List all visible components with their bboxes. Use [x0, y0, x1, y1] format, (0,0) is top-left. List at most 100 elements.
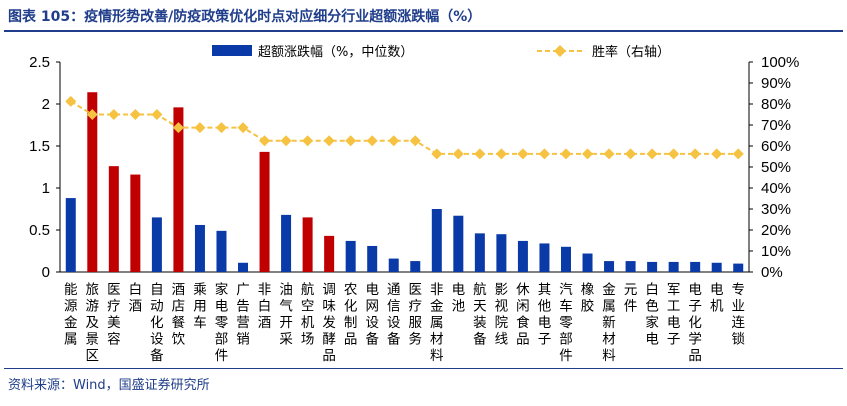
bar [388, 258, 399, 272]
x-tick-char: 业 [731, 299, 745, 315]
x-tick-char: 零 [215, 315, 229, 331]
win-rate-point [172, 122, 184, 134]
y-right-tick-label: 50% [761, 159, 791, 176]
win-rate-point [538, 148, 550, 160]
x-tick-char: 汽 [559, 282, 573, 298]
x-tick-char: 旅 [86, 282, 100, 298]
x-tick-char: 件 [215, 348, 229, 364]
x-tick-char: 酒 [129, 299, 143, 315]
x-tick-char: 家 [645, 314, 659, 331]
bar [711, 262, 722, 272]
x-tick-char: 店 [172, 299, 186, 315]
x-tick-char: 饮 [172, 332, 186, 348]
x-tick-char: 闲 [516, 299, 530, 315]
x-tick-char: 金 [602, 282, 616, 298]
x-tick-char: 开 [279, 315, 293, 331]
bar [324, 235, 335, 272]
x-tick-char: 气 [279, 299, 293, 315]
bar [517, 240, 528, 272]
x-tick-char: 疗 [409, 299, 423, 315]
x-tick-char: 疗 [107, 299, 121, 315]
x-tick-char: 备 [473, 331, 487, 348]
bar [410, 261, 421, 272]
x-tick-char: 属 [602, 299, 616, 315]
bar [582, 253, 593, 272]
win-rate-point [129, 109, 141, 120]
bar [560, 246, 571, 272]
legend-line-label: 胜率（右轴） [592, 44, 670, 60]
win-rate-point [65, 95, 77, 107]
x-tick-char: 及 [86, 315, 100, 331]
x-tick-char: 游 [86, 299, 100, 315]
x-tick-char: 元 [624, 282, 638, 298]
x-tick-char: 营 [236, 315, 250, 331]
bar [474, 233, 485, 272]
bar [647, 261, 658, 272]
x-tick-char: 子 [538, 332, 552, 348]
x-tick-char: 景 [86, 332, 100, 348]
x-tick-char: 件 [559, 348, 573, 364]
x-tick-char: 航 [301, 282, 315, 298]
x-tick-char: 农 [344, 282, 358, 298]
x-tick-char: 品 [322, 348, 336, 364]
x-tick-char: 品 [344, 332, 358, 348]
bar [259, 151, 270, 272]
win-rate-point [237, 122, 249, 134]
x-tick-char: 材 [430, 332, 444, 348]
x-tick-char: 装 [473, 315, 487, 331]
bar [345, 240, 356, 272]
x-tick-char: 子 [667, 332, 681, 348]
x-tick-char: 机 [301, 315, 315, 331]
bar-series [65, 92, 744, 273]
x-tick-char: 酒 [258, 315, 272, 331]
win-rate-point [517, 148, 529, 160]
x-tick-label: 非白酒 [258, 282, 272, 331]
win-rate-point [259, 135, 271, 147]
x-tick-char: 电 [667, 315, 681, 331]
x-tick-char: 容 [107, 331, 121, 348]
win-rate-point [560, 148, 572, 160]
bar [431, 209, 442, 272]
title-rule [4, 30, 843, 32]
x-tick-char: 非 [430, 282, 444, 298]
win-rate-point [345, 135, 357, 147]
x-tick-char: 专 [731, 282, 745, 298]
chart-axes: 0 0.5 1 1.5 2 2.5 0% 10% 20% 30% 40% 50% 60% 70% 80% 90… [29, 54, 799, 281]
x-tick-char: 连 [731, 315, 745, 331]
source-note: 资料来源：Wind，国盛证券研究所 [8, 378, 210, 393]
x-tick-char: 医 [107, 282, 121, 298]
x-tick-char: 化 [688, 315, 702, 331]
bar [668, 261, 679, 272]
y-left-tick-label: 0.5 [29, 222, 50, 239]
x-tick-char: 家 [215, 281, 229, 298]
win-rate-point [732, 148, 744, 160]
win-rate-point [366, 135, 378, 147]
x-tick-char: 电 [710, 282, 724, 298]
win-rate-point [151, 109, 163, 120]
x-tick-char: 动 [150, 299, 164, 315]
x-tick-char: 电 [645, 332, 659, 348]
chart-title: 图表 105：疫情形势改善/防疫政策优化时点对应细分行业超额涨跌幅（%） [8, 9, 482, 25]
x-tick-char: 件 [624, 299, 638, 315]
x-tick-char: 军 [667, 282, 681, 298]
y-right-tick-label: 30% [761, 201, 791, 218]
win-rate-point [646, 148, 658, 160]
bar [625, 261, 636, 272]
x-tick-char: 非 [258, 282, 272, 298]
x-tick-char: 告 [236, 299, 250, 315]
x-tick-char: 车 [559, 298, 573, 315]
bar [733, 263, 744, 272]
x-tick-char: 白 [258, 299, 272, 315]
x-tick-char: 油 [279, 282, 293, 298]
win-rate-point [668, 148, 680, 160]
bar [367, 245, 378, 272]
y-left-tick-label: 2.5 [29, 54, 50, 71]
